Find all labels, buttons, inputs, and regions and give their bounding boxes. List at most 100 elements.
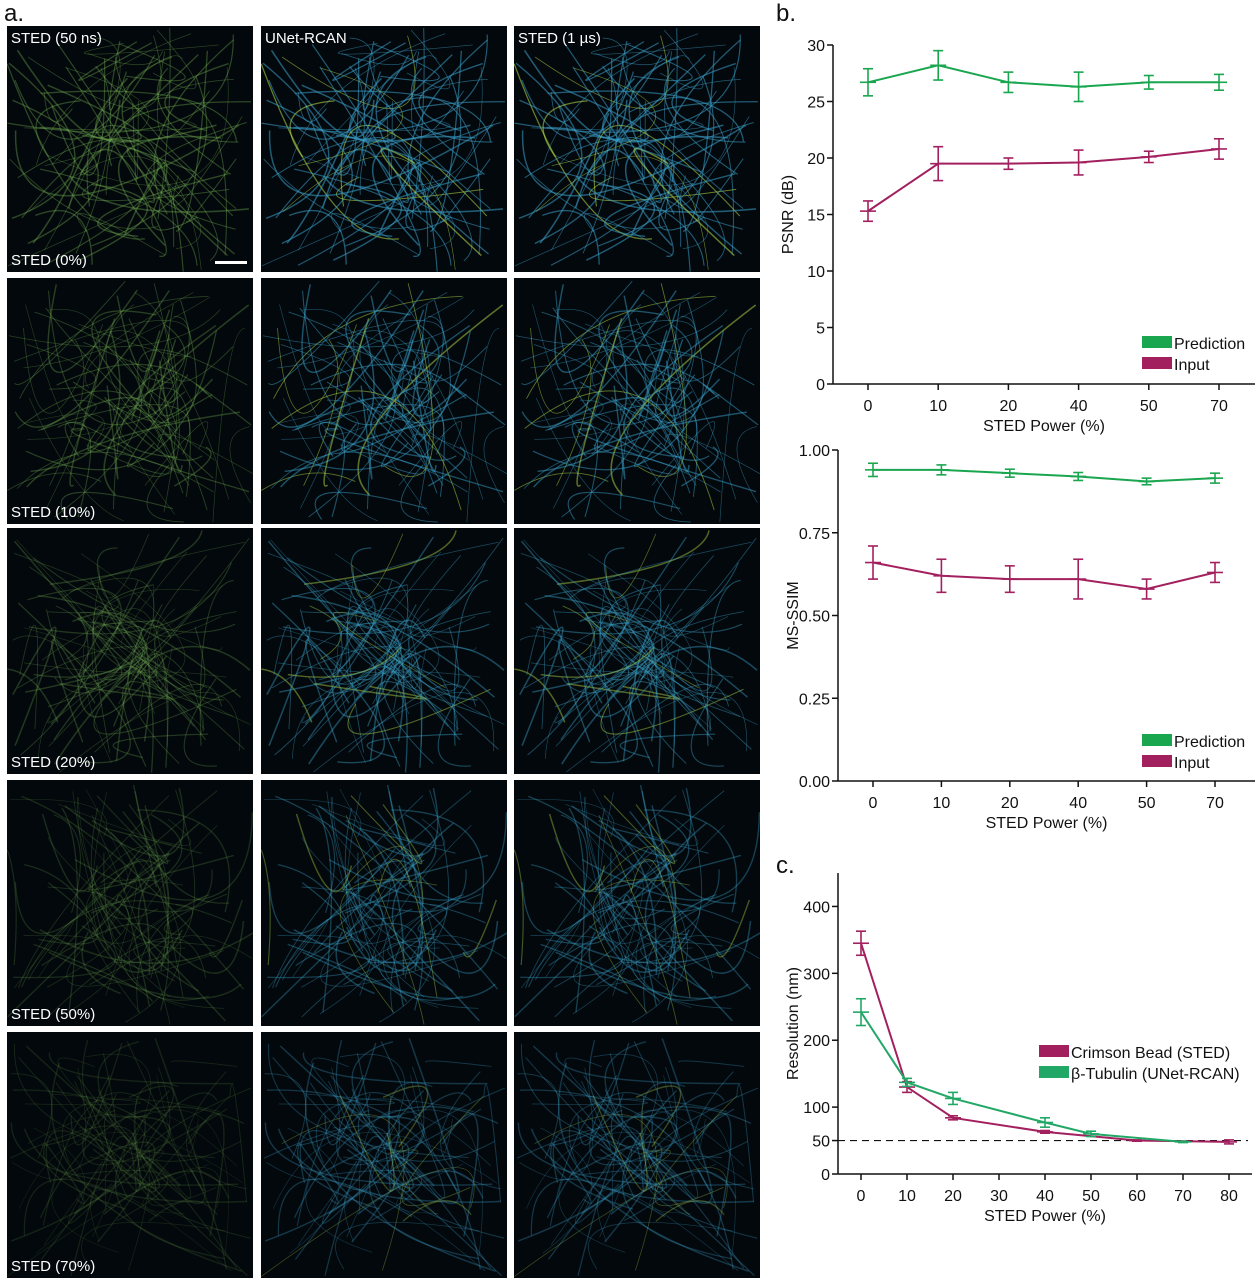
- legend-swatch: [1142, 357, 1172, 369]
- y-axis-label: Resolution (nm): [785, 967, 802, 1080]
- data-point: [933, 464, 950, 476]
- x-axis-label: STED Power (%): [983, 418, 1105, 435]
- x-tick-label: 70: [1210, 398, 1228, 415]
- microscopy-image: STED (50%): [7, 780, 253, 1026]
- data-point: [1001, 565, 1018, 594]
- data-point: [1070, 71, 1087, 103]
- column-title: UNet-RCAN: [265, 30, 347, 47]
- data-point: [1211, 73, 1227, 91]
- microscopy-image: [514, 780, 760, 1026]
- data-point: [933, 558, 950, 594]
- y-tick-label: 15: [807, 208, 825, 225]
- series-line: [867, 147, 1220, 212]
- microscopy-image: UNet-RCAN: [261, 26, 507, 272]
- y-tick-label: 0.25: [799, 691, 830, 708]
- x-tick-label: 40: [1070, 398, 1088, 415]
- x-tick-label: 20: [944, 1188, 962, 1205]
- y-tick-label: 0.75: [799, 526, 830, 543]
- data-point: [860, 200, 876, 223]
- data-point: [1207, 561, 1223, 584]
- data-point: [1129, 1139, 1145, 1143]
- y-tick-label: 5: [816, 321, 825, 338]
- legend-swatch: [1142, 755, 1172, 767]
- microscopy-image: [261, 1032, 507, 1278]
- data-point: [1083, 1130, 1099, 1138]
- y-tick-label: 300: [803, 966, 830, 983]
- panel-label-c: c.: [776, 852, 795, 879]
- legend-label: β-Tubulin (UNet-RCAN): [1071, 1066, 1240, 1083]
- x-tick-label: 40: [1036, 1188, 1054, 1205]
- column-title: STED (50 ns): [11, 30, 102, 47]
- y-tick-label: 0.50: [799, 609, 830, 626]
- scale-bar: [215, 261, 247, 264]
- data-point: [865, 545, 881, 580]
- legend-swatch: [1142, 734, 1172, 746]
- data-point: [1138, 477, 1155, 486]
- row-label: STED (70%): [11, 1258, 96, 1275]
- data-point: [1070, 149, 1087, 176]
- legend-label: Prediction: [1174, 734, 1245, 751]
- legend-label: Crimson Bead (STED): [1071, 1045, 1230, 1062]
- x-tick-label: 10: [898, 1188, 916, 1205]
- data-point: [945, 1115, 961, 1121]
- microscopy-image: [261, 278, 507, 524]
- data-point: [1221, 1139, 1237, 1145]
- x-tick-label: 0: [869, 795, 878, 812]
- microscopy-image: [261, 528, 507, 774]
- microscopy-image: STED (50 ns) STED (0%): [7, 26, 253, 272]
- y-tick-label: 10: [807, 264, 825, 281]
- series-line: [860, 1011, 1184, 1143]
- microscopy-image: STED (1 µs): [514, 26, 760, 272]
- x-axis-label: STED Power (%): [984, 1208, 1106, 1225]
- legend-label: Prediction: [1174, 336, 1245, 353]
- data-point: [1001, 468, 1018, 478]
- data-point: [930, 49, 947, 81]
- series-line: [872, 561, 1216, 591]
- x-axis-label: STED Power (%): [986, 815, 1108, 832]
- y-tick-label: 20: [807, 151, 825, 168]
- x-tick-label: 0: [857, 1188, 866, 1205]
- data-point: [1000, 157, 1017, 171]
- legend-swatch: [1039, 1066, 1069, 1078]
- y-tick-label: 400: [803, 899, 830, 916]
- y-tick-label: 30: [807, 38, 825, 55]
- data-point: [860, 67, 876, 97]
- x-tick-label: 80: [1220, 1188, 1238, 1205]
- panel-label-a: a.: [4, 0, 25, 27]
- x-tick-label: 0: [864, 398, 873, 415]
- data-point: [1211, 137, 1227, 160]
- data-point: [1070, 558, 1087, 600]
- column-title: STED (1 µs): [518, 30, 601, 47]
- data-point: [1207, 472, 1223, 484]
- data-point: [1175, 1140, 1191, 1144]
- panel-label-b: b.: [776, 0, 797, 27]
- microscopy-image: [514, 528, 760, 774]
- data-point: [1000, 71, 1017, 94]
- data-point: [930, 145, 947, 182]
- y-tick-label: 100: [803, 1100, 830, 1117]
- x-tick-label: 70: [1174, 1188, 1192, 1205]
- row-label: STED (50%): [11, 1006, 96, 1023]
- y-tick-label: 200: [803, 1033, 830, 1050]
- x-tick-label: 70: [1206, 795, 1224, 812]
- data-point: [1138, 578, 1155, 600]
- data-point: [945, 1091, 961, 1106]
- y-axis-label: MS-SSIM: [785, 581, 802, 649]
- y-tick-label: 25: [807, 95, 825, 112]
- data-point: [899, 1077, 915, 1088]
- legend-label: Input: [1174, 755, 1210, 772]
- microscopy-image: [514, 1032, 760, 1278]
- x-tick-label: 50: [1140, 398, 1158, 415]
- x-tick-label: 50: [1082, 1188, 1100, 1205]
- row-label: STED (20%): [11, 754, 96, 771]
- x-tick-label: 10: [929, 398, 947, 415]
- data-point: [1140, 150, 1157, 164]
- microscopy-image: STED (10%): [7, 278, 253, 524]
- series-line: [873, 468, 1216, 483]
- y-tick-label: 0: [816, 377, 825, 394]
- x-tick-label: 20: [1001, 795, 1019, 812]
- data-point: [1037, 1117, 1053, 1128]
- data-point: [1070, 471, 1087, 482]
- x-tick-label: 20: [1000, 398, 1018, 415]
- y-axis-label: PSNR (dB): [780, 175, 797, 254]
